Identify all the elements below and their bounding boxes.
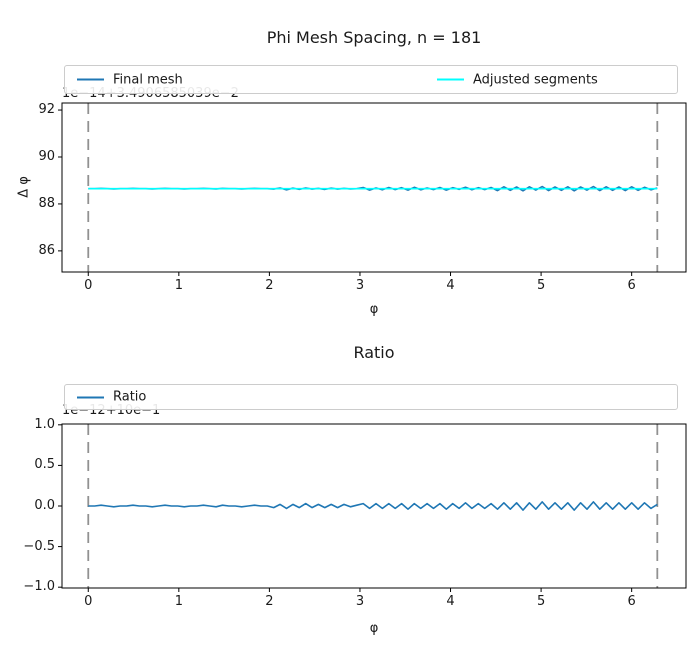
phi-mesh-xlabel: φ <box>369 302 379 317</box>
legend-label-adjusted-segments: Adjusted segments <box>473 72 598 87</box>
x-tick-label: 3 <box>355 278 365 293</box>
legend-label-final-mesh: Final mesh <box>113 72 183 87</box>
x-tick-label: 4 <box>446 278 455 293</box>
ratio-legend: Ratio <box>64 384 678 410</box>
x-tick-label: 1 <box>174 594 183 609</box>
axes-frame <box>61 102 687 273</box>
y-tick-label: 86 <box>38 242 55 258</box>
final-mesh-line-icon <box>77 78 104 81</box>
x-tick-label: 6 <box>627 278 636 293</box>
x-tick-label: 4 <box>446 594 455 609</box>
x-tick-label: 1 <box>174 278 183 293</box>
phi-mesh-chart-title: Phi Mesh Spacing, n = 181 <box>266 28 482 47</box>
phi-mesh-ylabel: Δ φ <box>16 176 32 198</box>
y-tick-label: 1.0 <box>34 416 55 432</box>
legend-entry-ratio: Ratio <box>77 390 146 405</box>
y-tick-label: −1.0 <box>23 579 55 595</box>
adjusted-segments-line-icon <box>437 78 464 81</box>
legend-entry-adjusted-segments: Adjusted segments <box>437 72 598 87</box>
y-tick-label: 0.5 <box>34 457 55 473</box>
x-tick-label: 0 <box>84 278 93 293</box>
ratio-xlabel: φ <box>369 621 379 636</box>
y-tick-label: 88 <box>38 195 55 211</box>
x-tick-label: 5 <box>536 594 546 609</box>
x-tick-label: 5 <box>536 278 546 293</box>
x-tick-label: 6 <box>627 594 636 609</box>
ratio-line-icon <box>77 396 104 398</box>
series-ratio <box>88 501 658 511</box>
y-tick-label: 92 <box>38 102 55 118</box>
y-tick-label: −0.5 <box>23 538 55 554</box>
phi-mesh-legend: Final mesh Adjusted segments <box>64 65 678 94</box>
legend-label-ratio: Ratio <box>113 389 147 405</box>
ratio-chart-title: Ratio <box>353 343 395 362</box>
x-tick-label: 2 <box>265 594 274 609</box>
x-tick-label: 2 <box>265 278 274 293</box>
y-tick-label: 0.0 <box>34 498 55 513</box>
x-tick-label: 0 <box>84 594 93 609</box>
y-tick-label: 90 <box>38 148 55 164</box>
legend-entry-final-mesh: Final mesh <box>77 72 183 87</box>
x-tick-label: 3 <box>355 594 365 609</box>
